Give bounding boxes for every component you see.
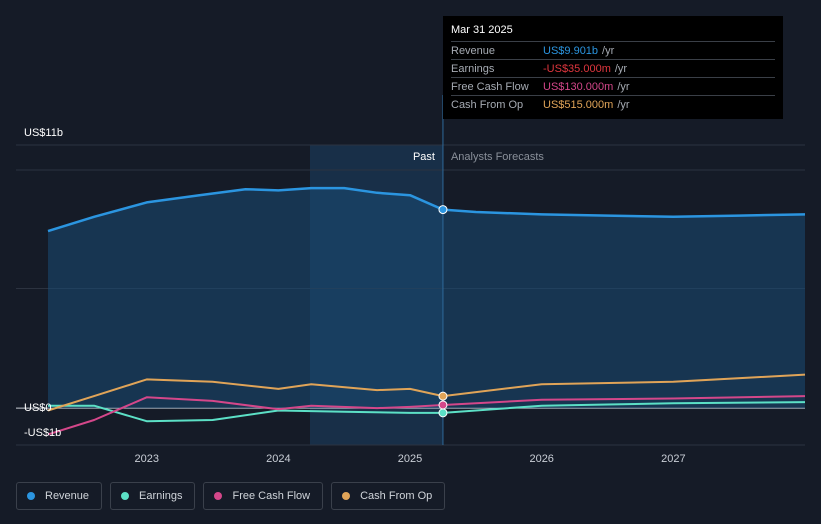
legend-dot — [214, 492, 223, 500]
x-tick-label: 2025 — [398, 453, 422, 465]
legend-item-free-cash-flow[interactable]: Free Cash Flow — [203, 482, 324, 510]
legend-label: Cash From Op — [360, 490, 433, 502]
y-axis-top-label: US$11b — [24, 127, 63, 139]
tooltip-value: US$130.000m — [543, 80, 614, 93]
forecast-label: Analysts Forecasts — [451, 151, 544, 163]
tooltip-unit: /yr — [617, 98, 630, 111]
series-marker-revenue — [438, 205, 448, 215]
tooltip-value: -US$35.000m — [543, 62, 611, 75]
chart-legend: Revenue Earnings Free Cash Flow Cash Fro… — [16, 482, 446, 510]
tooltip-date: Mar 31 2025 — [451, 24, 513, 36]
legend-dot — [121, 492, 130, 500]
legend-label: Revenue — [45, 490, 90, 502]
tooltip-row-revenue: Revenue US$9.901b /yr — [451, 41, 775, 59]
past-label: Past — [413, 151, 435, 163]
series-marker-free-cash-flow — [438, 400, 448, 410]
legend-label: Earnings — [139, 490, 183, 502]
tooltip-unit: /yr — [617, 80, 630, 93]
tooltip-label: Cash From Op — [451, 98, 524, 111]
tooltip-label: Revenue — [451, 44, 496, 57]
tooltip-unit: /yr — [614, 62, 628, 75]
x-tick-label: 2026 — [529, 453, 553, 465]
tooltip-row-free-cash-flow: Free Cash Flow US$130.000m /yr — [451, 77, 775, 95]
legend-dot — [27, 492, 35, 500]
tooltip-label: Free Cash Flow — [451, 80, 529, 93]
revenue-area — [48, 188, 805, 409]
y-axis-neg-label: -US$1b — [24, 427, 61, 439]
x-tick-label: 2027 — [661, 453, 685, 465]
legend-item-earnings[interactable]: Earnings — [110, 482, 196, 510]
financial-chart: US$11b US$0 -US$1b Past Analysts Forecasts 20… — [16, 95, 806, 465]
tooltip-row-cash-from-op: Cash From Op US$515.000m /yr — [451, 95, 775, 113]
tooltip-label: Earnings — [451, 62, 495, 75]
series-marker-cash-from-op — [438, 391, 448, 401]
legend-label: Free Cash Flow — [232, 490, 311, 502]
tooltip-value: US$515.000m — [543, 98, 614, 111]
x-tick-label: 2024 — [266, 453, 290, 465]
y-axis-zero-label: US$0 — [24, 402, 52, 414]
series-line-revenue — [47, 186, 806, 233]
data-tooltip: Mar 31 2025 Revenue US$9.901b /yr Earnin… — [443, 16, 783, 119]
legend-item-revenue[interactable]: Revenue — [16, 482, 103, 510]
series-line-free-cash-flow — [47, 395, 806, 436]
tooltip-unit: /yr — [602, 44, 615, 57]
x-tick-label: 2023 — [134, 453, 158, 465]
tooltip-row-earnings: Earnings -US$35.000m /yr — [451, 59, 775, 77]
legend-dot — [342, 492, 351, 500]
tooltip-value: US$9.901b — [543, 44, 599, 57]
legend-item-cash-from-op[interactable]: Cash From Op — [331, 482, 446, 510]
series-line-earnings — [48, 401, 806, 423]
series-line-cash-from-op — [47, 373, 806, 412]
series-marker-earnings — [438, 408, 448, 418]
